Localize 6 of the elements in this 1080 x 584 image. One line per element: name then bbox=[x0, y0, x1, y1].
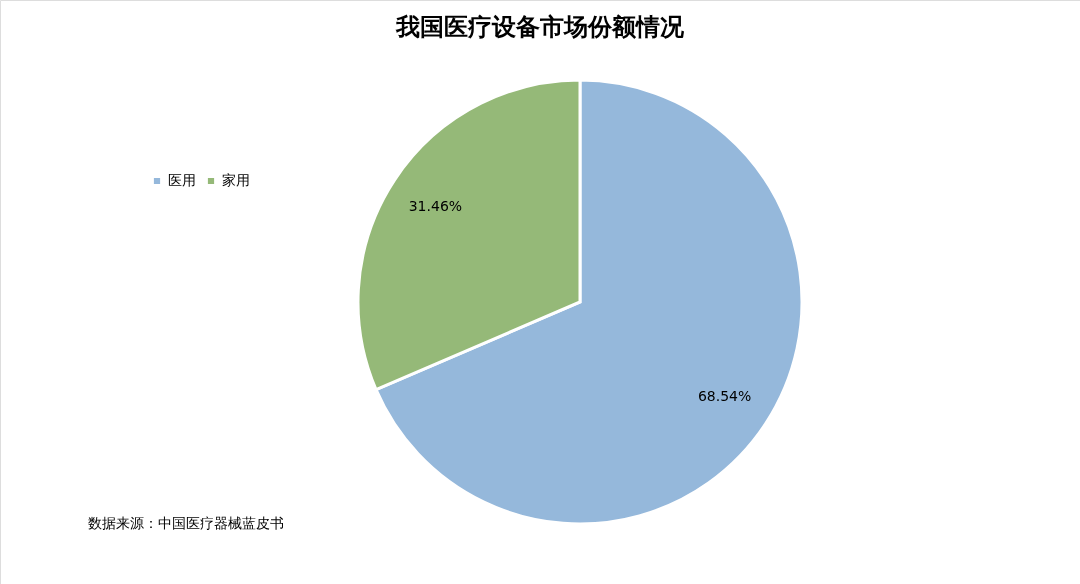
data-label: 31.46% bbox=[408, 197, 463, 214]
legend-label: 医用 bbox=[168, 172, 196, 188]
chart-title: 我国医疗设备市场份额情况 bbox=[395, 13, 685, 41]
legend-label: 家用 bbox=[222, 172, 250, 188]
source-note: 数据来源：中国医疗器械蓝皮书 bbox=[88, 515, 284, 531]
data-label: 68.54% bbox=[697, 388, 752, 405]
